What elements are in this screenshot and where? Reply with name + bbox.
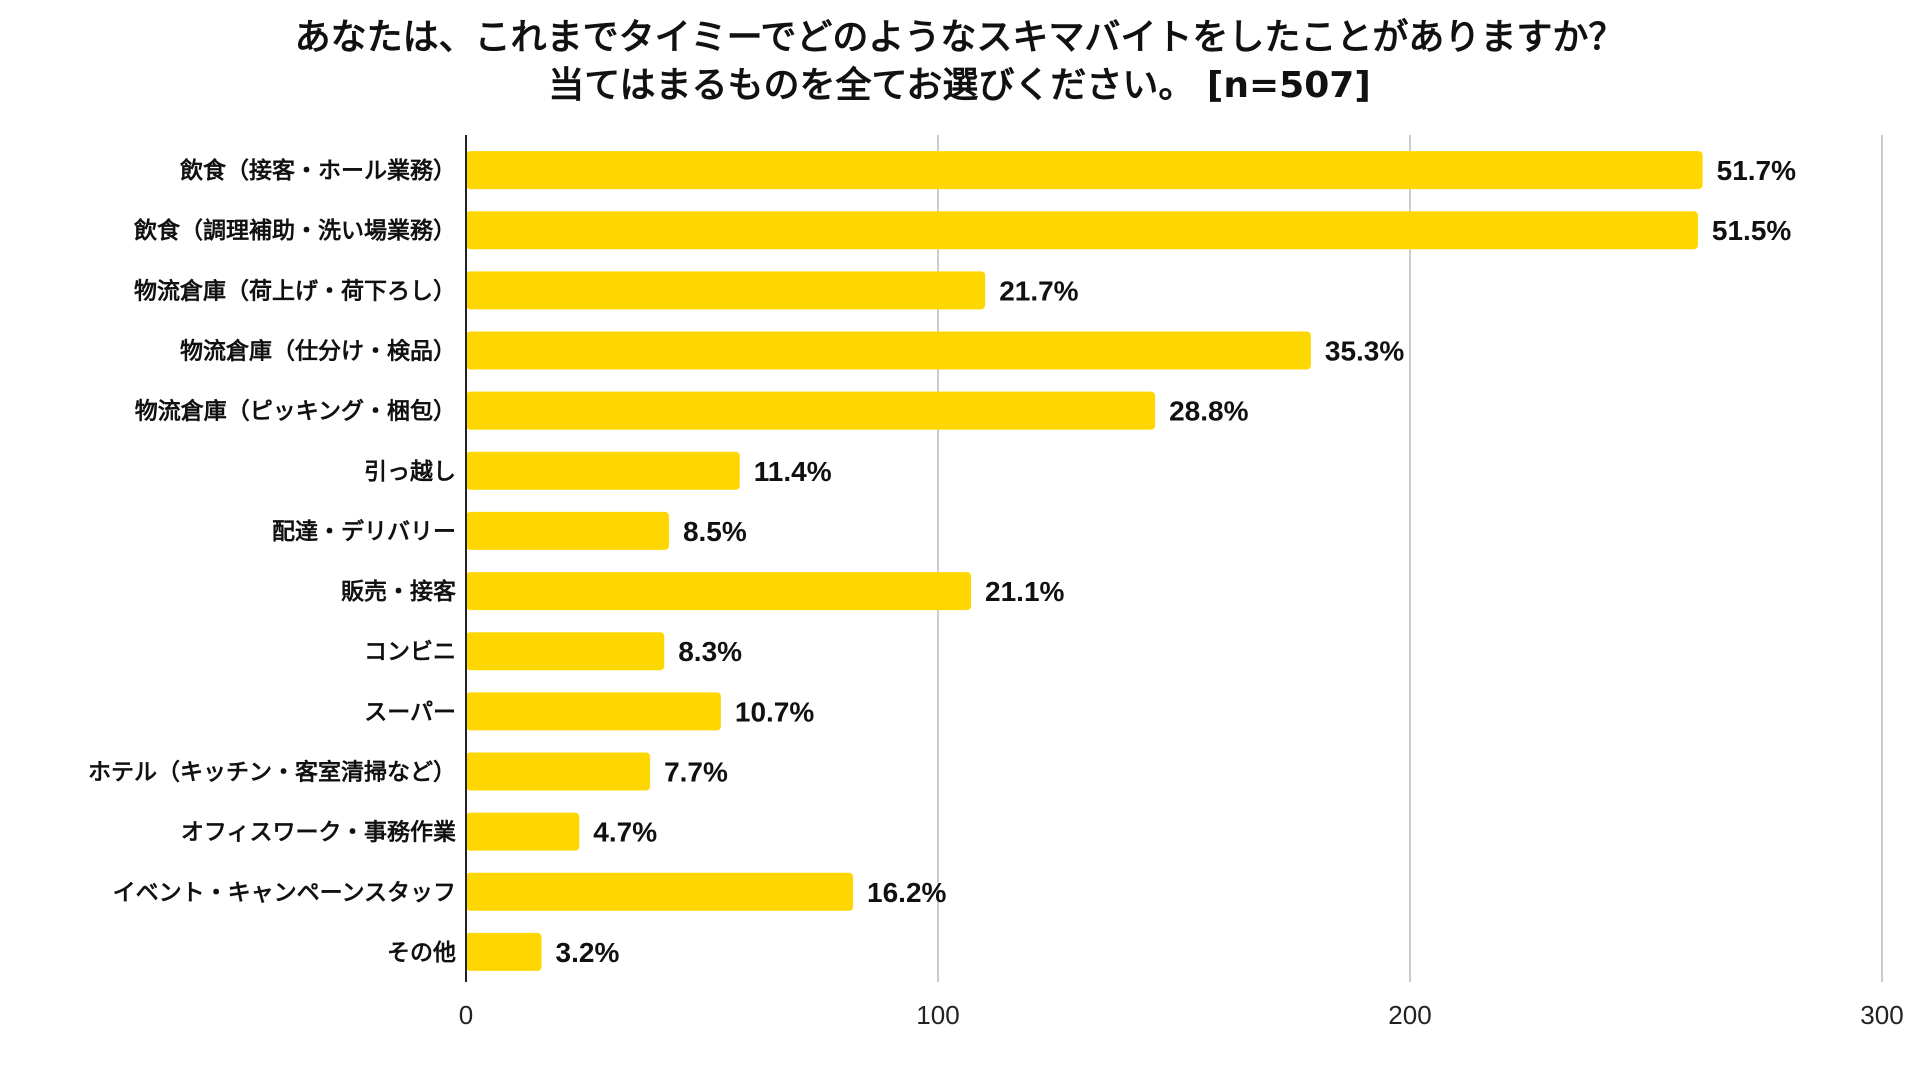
bar-3	[466, 331, 1311, 370]
value-label-13: 3.2%	[556, 937, 620, 968]
category-label-7: 販売・接客	[341, 578, 457, 605]
category-label-5: 引っ越し	[364, 459, 456, 485]
bar-9	[466, 692, 721, 731]
bar-8	[466, 632, 665, 671]
category-label-3: 物流倉庫（仕分け・検品）	[180, 338, 456, 365]
bar-0	[466, 151, 1703, 190]
value-label-4: 28.8%	[1169, 396, 1248, 427]
chart-title: あなたは、これまでタイミーでどのようなスキマバイトをしたことがありますか？ 当て…	[0, 14, 1919, 110]
value-label-11: 4.7%	[593, 817, 657, 848]
chart-title-line-2: 当てはまるものを全てお選びください。 [n=507]	[548, 65, 1371, 106]
category-label-12: イベント・キャンペーンスタッフ	[113, 880, 456, 906]
category-label-0: 飲食（接客・ホール業務）	[179, 157, 456, 184]
bar-13	[466, 932, 542, 971]
bar-7	[466, 572, 972, 611]
value-label-8: 8.3%	[678, 636, 742, 667]
value-label-9: 10.7%	[735, 696, 814, 727]
bar-4	[466, 391, 1156, 430]
bar-11	[466, 812, 580, 851]
bar-6	[466, 511, 669, 550]
category-label-2: 物流倉庫（荷上げ・荷下ろし）	[134, 277, 456, 304]
value-label-3: 35.3%	[1325, 336, 1404, 367]
value-label-5: 11.4%	[754, 456, 832, 487]
bar-2	[466, 271, 986, 310]
category-label-4: 物流倉庫（ピッキング・梱包）	[135, 398, 456, 425]
value-label-2: 21.7%	[999, 275, 1078, 306]
bar-1	[466, 211, 1698, 250]
x-tick-label-0: 0	[459, 1000, 473, 1030]
value-label-7: 21.1%	[985, 576, 1064, 607]
x-tick-label-300: 300	[1860, 1000, 1903, 1030]
chart-title-line-1: あなたは、これまでタイミーでどのようなスキマバイトをしたことがありますか？	[294, 17, 1625, 58]
value-label-6: 8.5%	[683, 516, 747, 547]
category-label-8: コンビニ	[364, 639, 456, 665]
category-label-9: スーパー	[364, 699, 456, 725]
value-label-0: 51.7%	[1717, 155, 1796, 186]
category-label-10: ホテル（キッチン・客室清掃など）	[88, 759, 456, 786]
bar-5	[466, 451, 740, 490]
value-label-12: 16.2%	[867, 877, 946, 908]
value-label-10: 7.7%	[664, 757, 728, 788]
category-label-13: その他	[387, 940, 456, 966]
value-label-1: 51.5%	[1712, 215, 1791, 246]
category-label-11: オフィスワーク・事務作業	[181, 819, 457, 846]
category-label-1: 飲食（調理補助・洗い場業務）	[133, 217, 456, 244]
x-tick-label-200: 200	[1388, 1000, 1431, 1030]
bar-12	[466, 872, 854, 911]
x-tick-label-100: 100	[916, 1000, 959, 1030]
bar-10	[466, 752, 651, 791]
category-label-6: 配達・デリバリー	[272, 518, 456, 545]
